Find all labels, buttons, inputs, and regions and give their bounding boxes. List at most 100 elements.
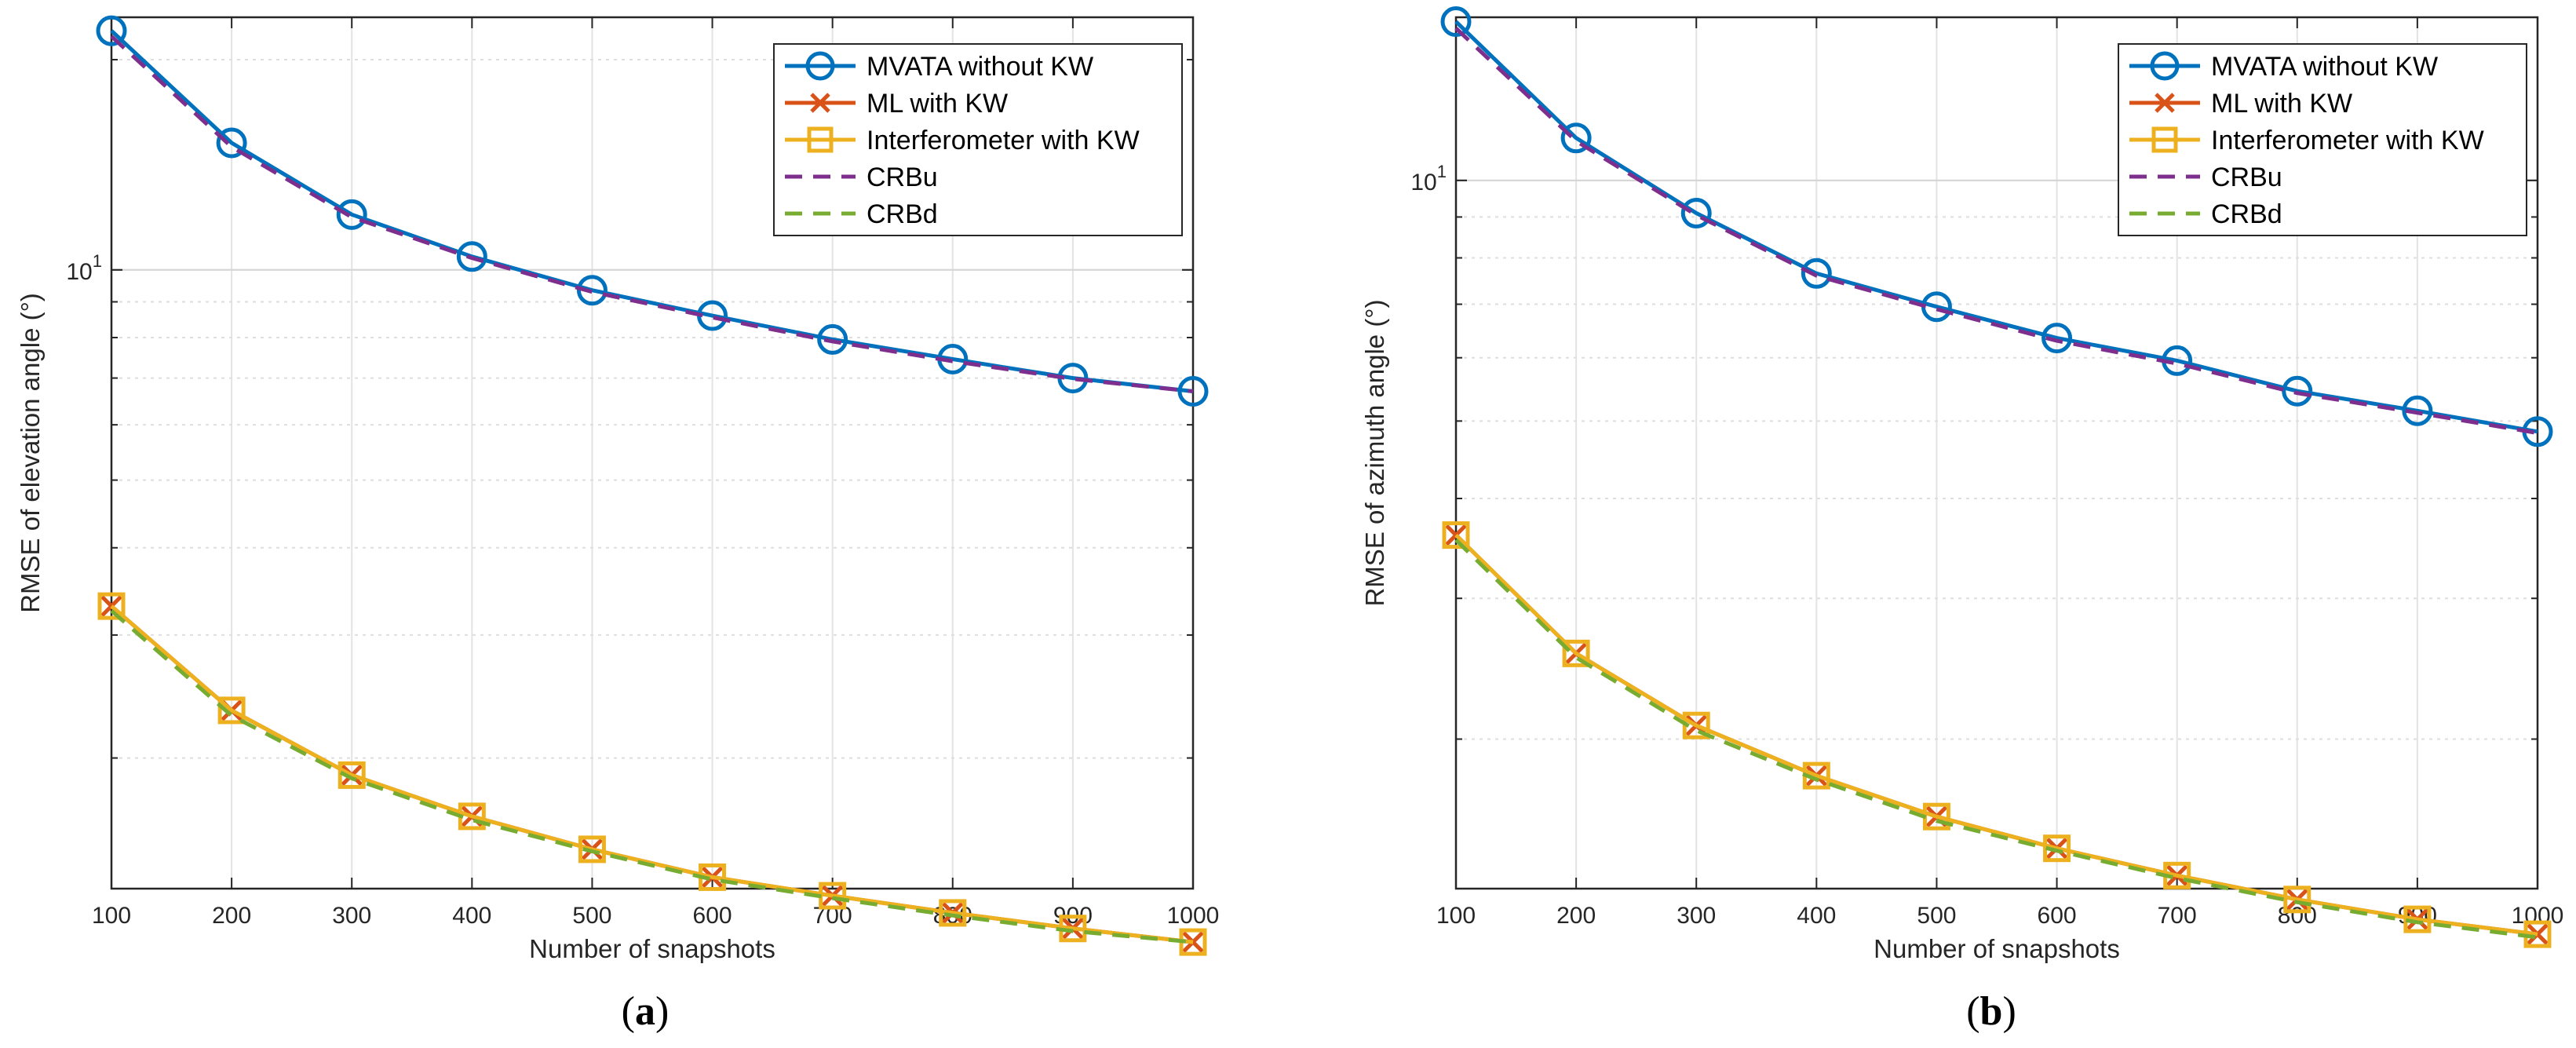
data-point-circle	[336, 199, 367, 230]
data-point-circle	[2282, 375, 2313, 407]
legend-label: Interferometer with KW	[2211, 126, 2484, 155]
series-line	[110, 35, 1194, 393]
panel-label-close: )	[2002, 989, 2016, 1034]
x-tick-label: 100	[1436, 903, 1476, 929]
legend-label: MVATA without KW	[867, 52, 1093, 82]
panel-label-letter: b	[1980, 989, 2003, 1034]
data-point-circle	[817, 323, 848, 355]
axes-box	[110, 16, 1195, 890]
x-tick-label: 800	[2278, 903, 2317, 929]
data-point-square	[338, 761, 366, 789]
series-line	[1454, 533, 2538, 937]
data-point-circle	[2402, 395, 2433, 426]
legend-label: CRBd	[2211, 199, 2282, 229]
data-point-square	[1562, 639, 1590, 667]
legend-marker-x	[810, 93, 830, 113]
series-line	[110, 604, 1194, 944]
data-point-circle	[1801, 257, 1832, 289]
legend-entry: CRBd	[2129, 199, 2282, 229]
x-tick-label: 700	[2158, 903, 2197, 929]
chart-panel-b: 100 200 300 400 500 600 700 800 900 1000101Number…	[1360, 6, 2564, 1034]
series-crbu	[110, 35, 1194, 393]
data-point-circle	[1560, 122, 1592, 154]
legend-entry: CRBu	[785, 162, 938, 192]
x-tick-label: 300	[1677, 903, 1716, 929]
x-tick-label: 500	[572, 903, 611, 929]
legend-marker-x	[2155, 93, 2175, 113]
series-crbd	[110, 609, 1194, 944]
y-tick-base: 10	[1410, 170, 1436, 195]
panel-label-letter: a	[635, 989, 655, 1034]
data-point-circle	[2041, 323, 2073, 354]
chart-panel-a: 100 200 300 400 500 600 700 800 900 1000101Number…	[16, 15, 1220, 1034]
panel-label: (a)	[622, 989, 670, 1034]
data-point-square	[217, 696, 246, 725]
x-axis-label: Number of snapshots	[529, 934, 775, 963]
legend-entry: CRBd	[785, 199, 938, 229]
legend-entry: Interferometer with KW	[785, 126, 1140, 155]
panel-label-open: (	[1966, 989, 1979, 1034]
x-stroke	[1445, 524, 1467, 546]
x-tick-label: 400	[452, 903, 491, 929]
legend-label: CRBu	[867, 162, 938, 192]
legend-entry: MVATA without KW	[785, 51, 1093, 82]
x-tick-label: 300	[332, 903, 371, 929]
data-point-circle	[96, 15, 127, 46]
legend: MVATA without KW ML with KW Interferometer…	[2118, 43, 2527, 236]
series-line	[1454, 27, 2538, 436]
data-point-square	[2283, 886, 2311, 914]
x-tick-label: 200	[212, 903, 251, 929]
y-tick-exponent: 1	[1437, 162, 1447, 181]
data-point-square	[2403, 905, 2432, 933]
legend-marker-square	[2151, 126, 2178, 153]
legend-label: ML with KW	[2211, 89, 2352, 119]
x-tick-label: 1000	[2512, 903, 2564, 929]
legend-label: ML with KW	[867, 89, 1008, 119]
y-tick-label: 101	[1410, 162, 1447, 195]
legend-marker-square	[807, 126, 834, 153]
legend-entry: Interferometer with KW	[2129, 126, 2484, 155]
series-line	[1454, 539, 2538, 940]
data-point-square	[1442, 521, 1470, 550]
series-line	[110, 29, 1194, 393]
legend-marker-circle	[805, 51, 835, 81]
legend-label: Interferometer with KW	[867, 126, 1140, 155]
y-tick-label: 101	[66, 251, 102, 285]
y-tick-base: 10	[66, 259, 92, 285]
panel-label-open: (	[622, 989, 635, 1034]
legend-marker-circle	[2150, 51, 2180, 81]
legend-entry: ML with KW	[785, 89, 1008, 119]
x-tick-label: 500	[1917, 903, 1956, 929]
x-tick-label: 1000	[1167, 903, 1220, 929]
series-line	[110, 609, 1194, 944]
data-point-square	[939, 899, 967, 927]
series-crbu	[1454, 27, 2538, 436]
series-crbd	[1454, 539, 2538, 940]
axes-box	[1454, 16, 2539, 890]
x-tick-label: 600	[693, 903, 732, 929]
x-axis-label: Number of snapshots	[1874, 934, 2120, 963]
data-point-circle	[1177, 376, 1209, 407]
legend-label: CRBd	[867, 199, 938, 229]
legend-label: CRBu	[2211, 162, 2282, 192]
data-point-circle	[576, 275, 608, 306]
data-point-circle	[456, 241, 487, 272]
x-tick-label: 400	[1797, 903, 1836, 929]
legend: MVATA without KW ML with KW Interferometer…	[773, 43, 1183, 236]
data-point-circle	[1440, 6, 1472, 38]
panel-label: (b)	[1966, 989, 2016, 1034]
data-point-circle	[1680, 198, 1712, 229]
y-axis-label: RMSE of azimuth angle (°)	[1360, 299, 1389, 606]
x-tick-label: 100	[92, 903, 131, 929]
legend-label: MVATA without KW	[2211, 52, 2438, 82]
x-tick-label: 200	[1556, 903, 1596, 929]
data-point-square	[97, 592, 126, 620]
panel-label-close: )	[655, 989, 669, 1034]
x-tick-label: 600	[2038, 903, 2077, 929]
legend-entry: ML with KW	[2129, 89, 2352, 119]
data-point-circle	[216, 127, 247, 159]
legend-entry: MVATA without KW	[2129, 51, 2438, 82]
y-tick-exponent: 1	[93, 251, 102, 271]
legend-entry: CRBu	[2129, 162, 2282, 192]
